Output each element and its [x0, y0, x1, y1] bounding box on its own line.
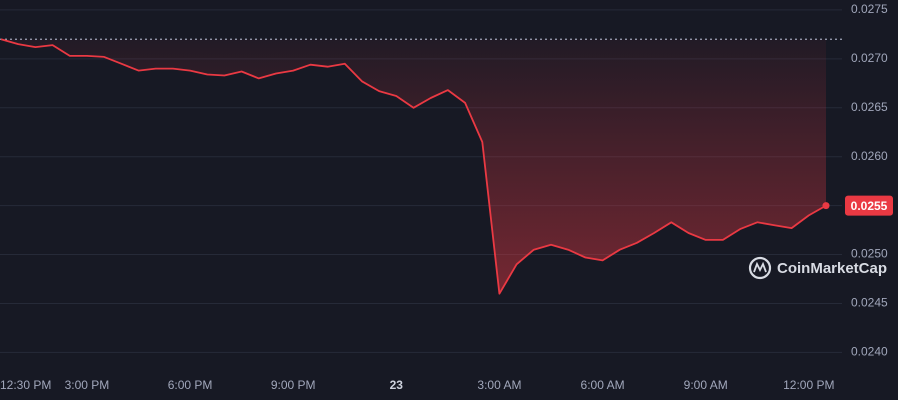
y-tick-label: 0.0240: [851, 345, 888, 359]
watermark-logo-mark: [753, 261, 767, 273]
x-tick-label: 6:00 AM: [581, 378, 625, 392]
x-tick-label: 9:00 PM: [271, 378, 316, 392]
watermark: CoinMarketCap: [748, 256, 887, 280]
last-point: [822, 202, 830, 210]
y-tick-label: 0.0270: [851, 51, 888, 65]
price-line: [0, 38, 827, 295]
watermark-text: CoinMarketCap: [777, 260, 887, 277]
area-fill: [1, 39, 826, 294]
x-tick-label: 23: [390, 378, 404, 392]
price-tag-label: 0.0255: [851, 199, 888, 213]
x-tick-label: 9:00 AM: [684, 378, 728, 392]
y-tick-label: 0.0245: [851, 296, 888, 310]
y-tick-label: 0.0250: [851, 247, 888, 261]
y-tick-label: 0.0275: [851, 2, 888, 16]
y-tick-label: 0.0265: [851, 100, 888, 114]
x-tick-label: 6:00 PM: [168, 378, 213, 392]
x-tick-label: 3:00 PM: [65, 378, 110, 392]
x-tick-label: 3:00 AM: [477, 378, 521, 392]
x-tick-label: 12:30 PM: [0, 378, 51, 392]
watermark-logo: [748, 256, 772, 280]
y-tick-label: 0.0260: [851, 149, 888, 163]
x-tick-label: 12:00 PM: [783, 378, 834, 392]
price-tag: [845, 195, 893, 216]
